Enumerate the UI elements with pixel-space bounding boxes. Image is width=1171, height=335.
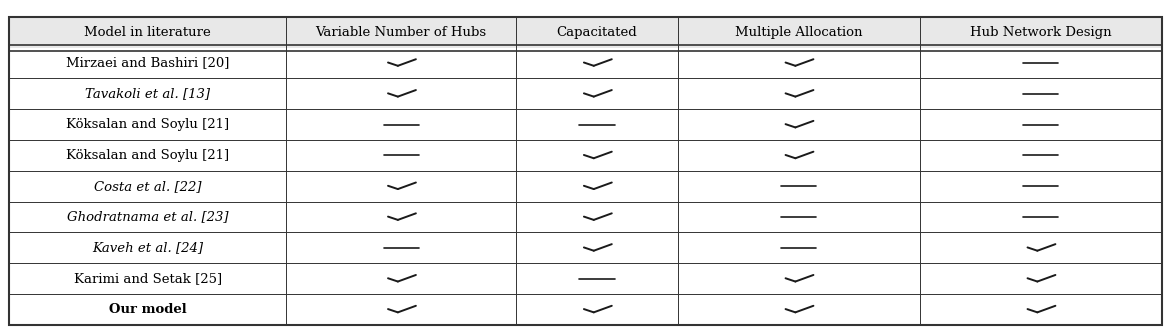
Text: Köksalan and Soylu [21]: Köksalan and Soylu [21] <box>66 118 230 131</box>
Text: Variable Number of Hubs: Variable Number of Hubs <box>315 26 487 39</box>
Text: Köksalan and Soylu [21]: Köksalan and Soylu [21] <box>66 149 230 162</box>
Text: Mirzaei and Bashiri [20]: Mirzaei and Bashiri [20] <box>66 57 230 69</box>
Text: Multiple Allocation: Multiple Allocation <box>735 26 862 39</box>
Bar <box>9 17 1162 48</box>
Text: Ghodratnama et al. [23]: Ghodratnama et al. [23] <box>67 211 228 223</box>
Bar <box>9 48 1162 325</box>
Text: Hub Network Design: Hub Network Design <box>970 26 1111 39</box>
Text: Tavakoli et al. [13]: Tavakoli et al. [13] <box>85 87 210 100</box>
Text: Kaveh et al. [24]: Kaveh et al. [24] <box>93 242 203 254</box>
Text: Costa et al. [22]: Costa et al. [22] <box>94 180 201 193</box>
Text: Our model: Our model <box>109 303 186 316</box>
Text: Karimi and Setak [25]: Karimi and Setak [25] <box>74 272 221 285</box>
Text: Model in literature: Model in literature <box>84 26 211 39</box>
Text: Capacitated: Capacitated <box>556 26 637 39</box>
